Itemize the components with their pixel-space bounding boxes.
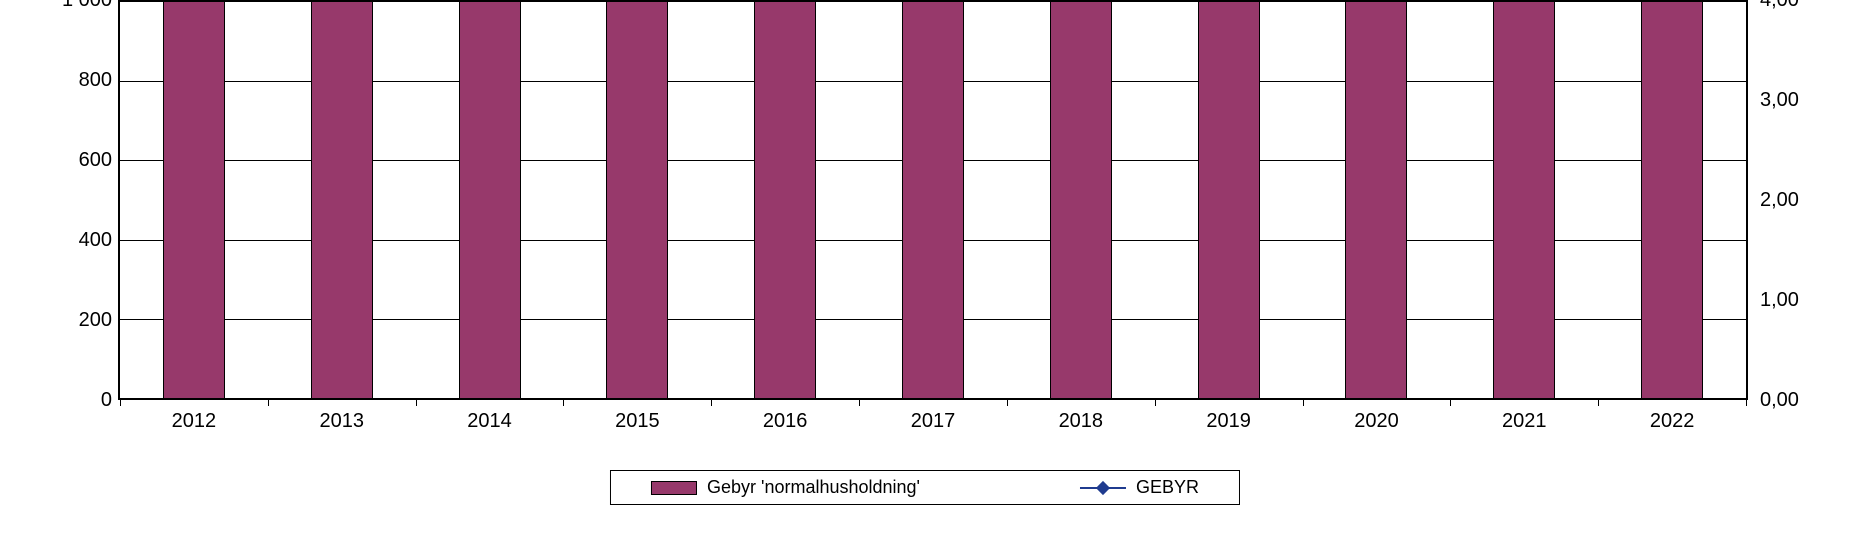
x-tick-mark (1303, 398, 1304, 406)
y-left-tick-label: 800 (79, 70, 112, 90)
bar (459, 2, 521, 398)
plot-area (118, 0, 1748, 400)
legend-bar-label: Gebyr 'normalhusholdning' (707, 477, 920, 498)
bar (902, 2, 964, 398)
legend-line-label: GEBYR (1136, 477, 1199, 498)
x-tick-label: 2015 (615, 410, 660, 433)
x-tick-label: 2017 (911, 410, 956, 433)
x-tick-label: 2012 (172, 410, 217, 433)
legend-item-line: GEBYR (1080, 477, 1199, 498)
y-left-tick-label: 1 000 (62, 0, 112, 10)
chart-container: Kr/å 02004006008001 000 0,001,002,003,00… (0, 0, 1850, 559)
x-tick-label: 2014 (467, 410, 512, 433)
x-tick-mark (1450, 398, 1451, 406)
x-tick-label: 2020 (1354, 410, 1399, 433)
legend: Gebyr 'normalhusholdning' GEBYR (610, 470, 1240, 505)
bar (1493, 2, 1555, 398)
x-tick-mark (859, 398, 860, 406)
x-tick-mark (711, 398, 712, 406)
x-tick-mark (1598, 398, 1599, 406)
bar (1641, 2, 1703, 398)
y-left-tick-label: 0 (101, 390, 112, 410)
bar (1345, 2, 1407, 398)
x-tick-mark (1007, 398, 1008, 406)
x-tick-mark (1155, 398, 1156, 406)
bar (1198, 2, 1260, 398)
bar (311, 2, 373, 398)
bar (1050, 2, 1112, 398)
y-right-tick-label: 4,00 (1760, 0, 1799, 10)
x-tick-label: 2022 (1650, 410, 1695, 433)
bar (163, 2, 225, 398)
x-tick-mark (120, 398, 121, 406)
legend-line-swatch-icon (1080, 481, 1126, 495)
x-tick-mark (416, 398, 417, 406)
bar (754, 2, 816, 398)
x-tick-label: 2021 (1502, 410, 1547, 433)
x-tick-label: 2018 (1059, 410, 1104, 433)
x-tick-mark (563, 398, 564, 406)
y-left-tick-label: 400 (79, 230, 112, 250)
bar (606, 2, 668, 398)
y-left-tick-label: 200 (79, 310, 112, 330)
legend-bar-swatch-icon (651, 481, 697, 495)
y-right-tick-label: 0,00 (1760, 390, 1799, 410)
x-tick-label: 2013 (319, 410, 364, 433)
y-right-tick-label: 2,00 (1760, 190, 1799, 210)
legend-item-bar: Gebyr 'normalhusholdning' (651, 477, 920, 498)
y-right-tick-label: 1,00 (1760, 290, 1799, 310)
y-left-tick-label: 600 (79, 150, 112, 170)
x-tick-label: 2016 (763, 410, 808, 433)
x-tick-mark (268, 398, 269, 406)
x-tick-label: 2019 (1206, 410, 1251, 433)
x-tick-mark (1746, 398, 1747, 406)
y-right-tick-label: 3,00 (1760, 90, 1799, 110)
